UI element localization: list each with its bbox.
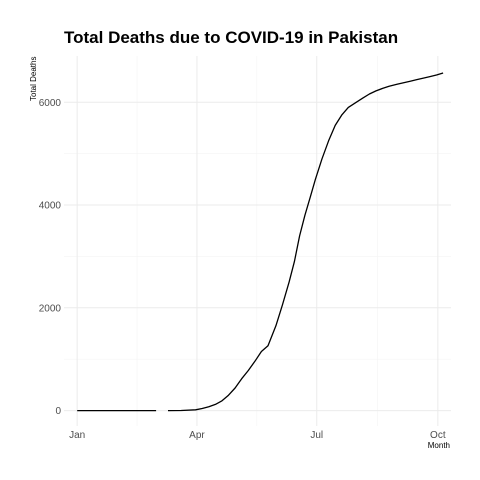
x-tick-label: Oct (430, 430, 446, 441)
y-tick-labels: 0 2000 4000 6000 (39, 98, 62, 417)
y-axis-label: Total Deaths (29, 57, 38, 101)
series-line-segment (167, 72, 444, 412)
plot-grid (64, 56, 451, 426)
y-tick-label: 0 (55, 406, 61, 417)
chart-title: Total Deaths due to COVID-19 in Pakistan (64, 28, 398, 47)
series-lines (77, 72, 444, 412)
y-tick-label: 6000 (39, 98, 62, 109)
x-tick-labels: Jan Apr Jul Oct (69, 430, 446, 441)
x-tick-label: Jan (69, 430, 85, 441)
y-tick-label: 4000 (39, 201, 62, 212)
x-axis-label: Month (428, 441, 450, 450)
y-tick-label: 2000 (39, 303, 62, 314)
x-tick-label: Jul (310, 430, 323, 441)
x-tick-label: Apr (189, 430, 205, 441)
